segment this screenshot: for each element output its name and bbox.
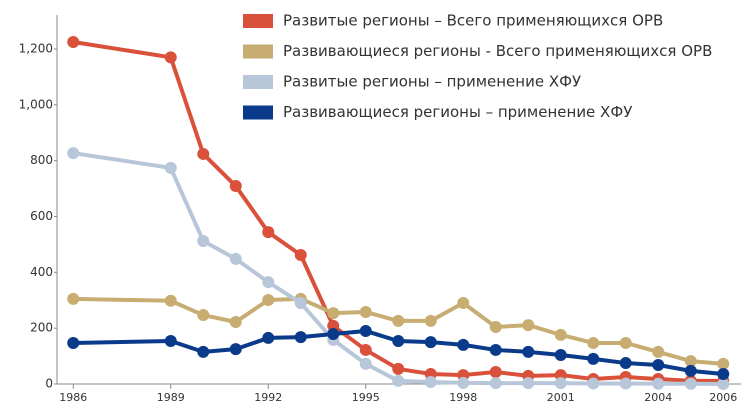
data-point (262, 276, 275, 289)
x-tick-label: 1989 (157, 391, 185, 404)
data-point (164, 161, 177, 174)
x-tick-label: 2006 (709, 391, 737, 404)
legend-swatch (243, 105, 273, 120)
data-point (489, 321, 502, 334)
data-point (684, 377, 697, 390)
data-point (619, 336, 632, 349)
data-point (652, 359, 665, 372)
data-point (67, 336, 80, 349)
legend-label: Развивающиеся регионы – применение ХФУ (283, 103, 632, 121)
data-point (197, 235, 210, 248)
legend-swatch (243, 75, 273, 89)
data-point (294, 297, 307, 310)
data-point (359, 343, 372, 356)
series-line (72, 40, 724, 383)
data-point (359, 324, 372, 337)
legend-label: Развитые регионы – применение ХФУ (283, 73, 581, 91)
data-point (717, 367, 730, 380)
data-point (652, 345, 665, 358)
data-point (554, 377, 567, 390)
data-point (392, 335, 405, 348)
y-tick-label: 600 (30, 209, 53, 223)
data-point (262, 226, 275, 239)
data-point (294, 249, 307, 262)
data-point (229, 180, 242, 193)
data-point (327, 307, 340, 320)
y-tick-label: 0 (45, 377, 53, 391)
data-point (457, 297, 470, 310)
data-point (327, 328, 340, 341)
data-point (392, 374, 405, 387)
data-point (684, 364, 697, 377)
data-point (359, 305, 372, 318)
data-point (229, 316, 242, 329)
y-tick-label: 800 (30, 153, 53, 167)
legend-label: Развивающиеся регионы - Всего применяющи… (283, 42, 712, 60)
x-tick-label: 2001 (547, 391, 575, 404)
data-point (359, 357, 372, 370)
y-tick-label: 400 (30, 265, 53, 279)
y-tick-label: 200 (30, 321, 53, 335)
x-tick-label: 1986 (59, 391, 87, 404)
series-line (73, 296, 724, 366)
data-point (392, 362, 405, 375)
data-point (717, 378, 730, 390)
x-tick-label: 1992 (254, 391, 282, 404)
data-point (652, 377, 665, 390)
data-point (457, 376, 470, 389)
legend-label: Развитые регионы – Всего применяющихся О… (283, 12, 663, 30)
data-point (197, 345, 210, 358)
data-point (262, 293, 275, 306)
x-tick-label: 1998 (449, 391, 477, 404)
data-point (489, 343, 502, 356)
data-point (457, 338, 470, 351)
data-point (717, 357, 730, 370)
data-point (554, 328, 567, 341)
data-point (67, 35, 80, 48)
legend-swatch (243, 44, 273, 59)
data-point (229, 252, 242, 265)
data-point (489, 377, 502, 390)
data-point (262, 331, 275, 344)
data-point (197, 147, 210, 160)
data-point (294, 331, 307, 344)
series-line (72, 151, 724, 386)
data-point (587, 336, 600, 349)
data-point (424, 376, 437, 389)
y-tick-label: 1,200 (19, 41, 53, 55)
data-point (554, 348, 567, 361)
x-tick-label: 1995 (352, 391, 380, 404)
y-tick-label: 1,000 (19, 97, 53, 111)
data-point (424, 314, 437, 327)
legend-swatch (243, 14, 273, 28)
data-point (164, 335, 177, 348)
x-tick-label: 2004 (644, 391, 672, 404)
data-point (522, 345, 535, 358)
data-point (522, 377, 535, 390)
data-point (424, 336, 437, 349)
data-point (164, 51, 177, 64)
data-point (619, 377, 632, 390)
data-point (522, 319, 535, 332)
data-point (587, 352, 600, 365)
data-point (229, 343, 242, 356)
data-point (67, 147, 80, 160)
data-point (67, 292, 80, 305)
data-point (619, 357, 632, 370)
data-point (392, 314, 405, 327)
data-point (489, 365, 502, 378)
data-point (164, 294, 177, 307)
data-point (684, 355, 697, 368)
data-point (587, 377, 600, 390)
data-point (197, 309, 210, 322)
